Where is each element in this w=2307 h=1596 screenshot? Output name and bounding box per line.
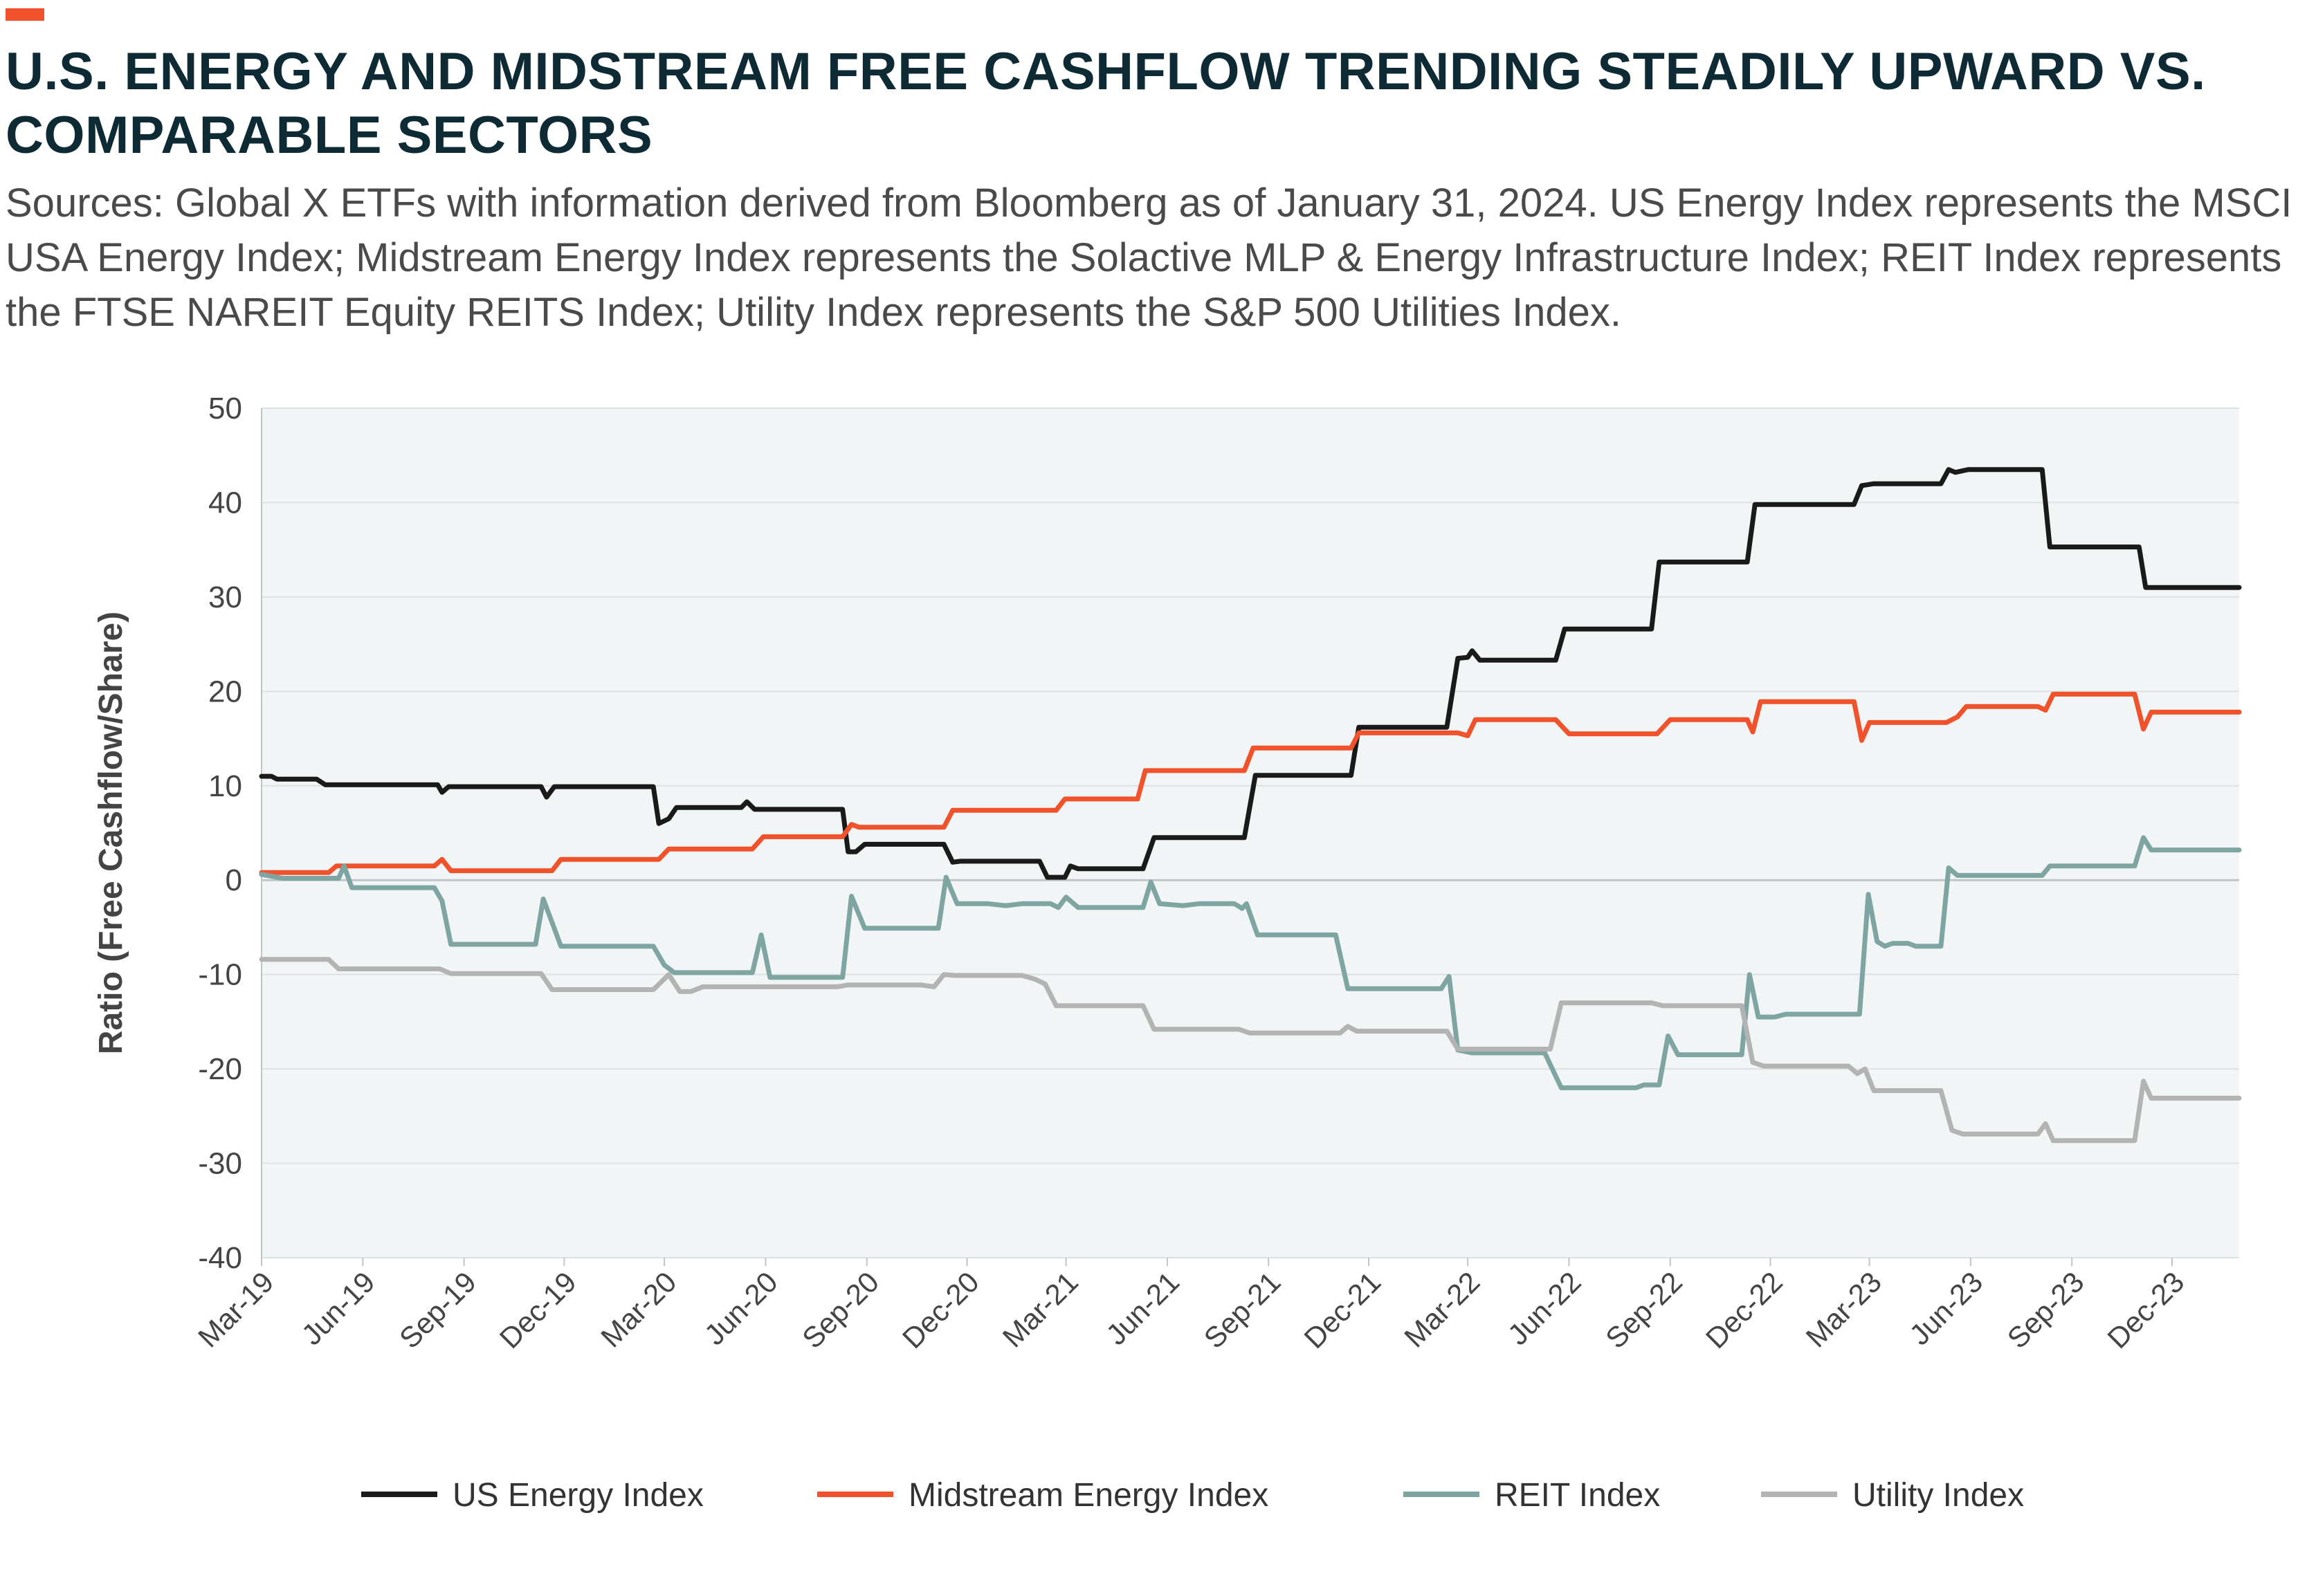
x-axis-ticks: Mar-19 Jun-19 Sep-19 Dec-19 Mar-20 Jun-20 Sep-… — [192, 1258, 2190, 1355]
x-tick-label: Sep-20 — [796, 1265, 885, 1355]
legend-label: Utility Index — [1852, 1477, 2024, 1514]
plot-area — [262, 408, 2239, 1258]
x-tick-label: Jun-21 — [1100, 1265, 1185, 1351]
y-axis-label: Ratio (Free Cashflow/Share) — [93, 612, 129, 1054]
x-tick-label: Jun-23 — [1903, 1265, 1989, 1351]
y-tick-label: -10 — [198, 958, 242, 992]
y-tick-label: 20 — [208, 675, 242, 708]
legend-label: REIT Index — [1495, 1477, 1660, 1514]
y-tick-label: 50 — [208, 392, 242, 425]
x-tick-label: Jun-20 — [698, 1265, 784, 1351]
x-tick-label: Mar-22 — [1398, 1265, 1486, 1353]
x-tick-label: Jun-22 — [1502, 1265, 1587, 1351]
accent-bar — [6, 8, 44, 21]
y-tick-label: -40 — [198, 1241, 242, 1275]
series-line-utility-index — [259, 957, 2242, 1144]
x-tick-label: Mar-19 — [192, 1265, 280, 1353]
x-tick-label: Sep-22 — [1599, 1265, 1688, 1355]
chart-subtitle: Sources: Global X ETFs with information … — [6, 181, 2292, 335]
x-tick-label: Sep-19 — [393, 1265, 482, 1355]
x-tick-label: Sep-23 — [2001, 1265, 2090, 1355]
x-tick-label: Dec-21 — [1297, 1265, 1387, 1355]
y-tick-label: -20 — [198, 1052, 242, 1086]
gridlines — [261, 407, 2239, 1258]
y-tick-label: 30 — [208, 580, 242, 614]
y-tick-label: 10 — [208, 769, 242, 803]
x-tick-label: Dec-20 — [896, 1265, 985, 1355]
x-tick-label: Dec-23 — [2101, 1265, 2190, 1355]
legend-label: Midstream Energy Index — [909, 1477, 1268, 1514]
series-lines — [259, 467, 2242, 1144]
y-tick-label: 40 — [208, 486, 242, 520]
legend: US Energy Index Midstream Energy Index REI… — [361, 1477, 2024, 1514]
y-tick-label: -30 — [198, 1147, 242, 1181]
chart-title: U.S. ENERGY AND MIDSTREAM FREE CASHFLOW … — [6, 42, 2206, 165]
series-line-reit-index — [259, 835, 2242, 1090]
x-tick-label: Jun-19 — [295, 1265, 381, 1351]
x-tick-label: Mar-23 — [1800, 1265, 1888, 1353]
series-line-midstream-energy-index — [259, 691, 2242, 875]
series-line-us-energy-index — [259, 467, 2242, 880]
y-tick-label: 0 — [226, 863, 242, 897]
y-axis-ticks: 50 40 30 20 10 0 -10 -20 -30 -40 — [198, 392, 242, 1275]
x-tick-label: Mar-21 — [996, 1265, 1084, 1353]
x-tick-label: Dec-19 — [493, 1265, 583, 1355]
legend-label: US Energy Index — [453, 1477, 704, 1514]
x-tick-label: Dec-22 — [1699, 1265, 1789, 1355]
x-tick-label: Mar-20 — [594, 1265, 682, 1353]
x-tick-label: Sep-21 — [1198, 1265, 1287, 1355]
